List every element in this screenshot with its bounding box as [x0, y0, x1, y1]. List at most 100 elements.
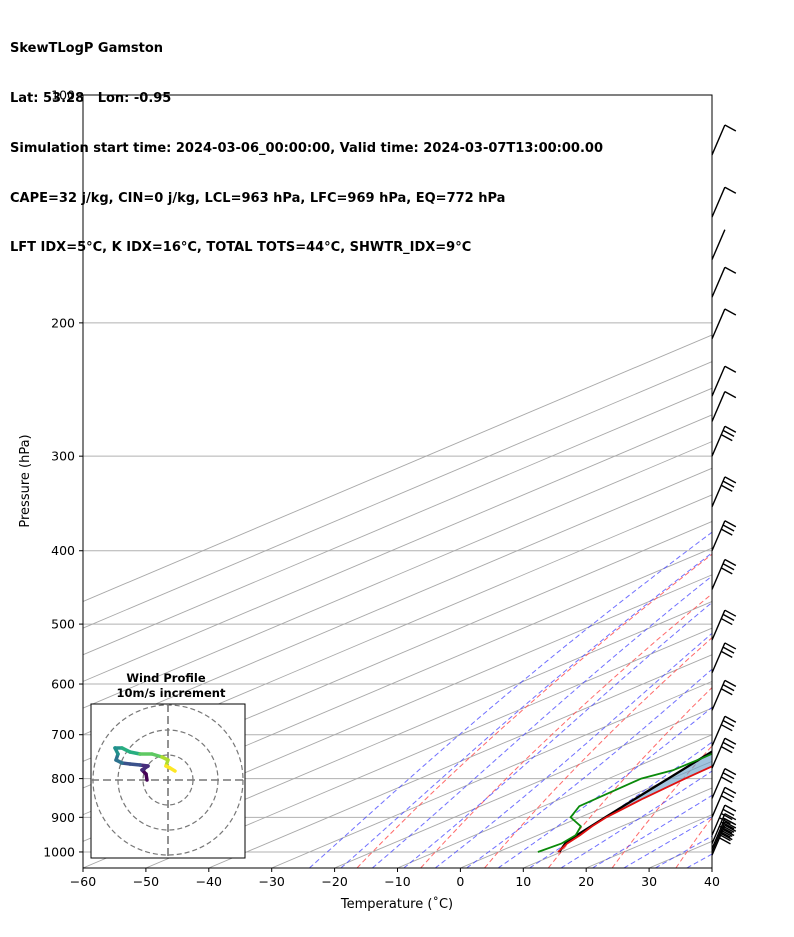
barb-flag	[720, 617, 733, 626]
barb-flag	[719, 830, 731, 838]
dry-adiabat	[611, 745, 712, 868]
wind-barb	[711, 365, 737, 397]
barb-flag	[722, 683, 735, 692]
isotherm	[83, 547, 712, 816]
wind-barb	[711, 804, 737, 836]
y-tick-label: 1000	[43, 844, 75, 859]
barb-flag	[724, 737, 737, 745]
dry-adiabat	[420, 593, 712, 868]
isotherm	[271, 680, 712, 868]
y-tick-label: 500	[51, 617, 75, 632]
wind-barb	[711, 186, 737, 218]
barb-flag	[722, 772, 735, 780]
hodograph-inset	[90, 703, 246, 859]
wind-barb	[711, 715, 737, 747]
barb-staff	[711, 559, 726, 590]
moist-adiabat	[529, 741, 712, 868]
axes: −60 −50 −40 −30 −20 −10 0 10 20 30 40 1000 900 800 700…	[43, 88, 720, 890]
y-tick-label: 800	[51, 771, 75, 786]
x-tick-label: 20	[578, 874, 594, 889]
barb-staff	[711, 229, 726, 260]
barb-staff	[711, 737, 726, 769]
x-axis-label: Temperature (˚C)	[340, 896, 453, 912]
barb-flag	[719, 825, 731, 833]
dewpoint-line	[537, 752, 712, 853]
x-tick-label: 40	[704, 874, 720, 889]
barb-flag	[722, 480, 735, 488]
barb-flag	[724, 390, 737, 399]
y-tick-label: 600	[51, 677, 75, 692]
dry-adiabat	[484, 637, 712, 868]
dry-adiabat	[675, 816, 712, 868]
temperature-line	[557, 765, 712, 853]
barb-flag	[724, 767, 737, 776]
wind-barb	[711, 824, 737, 856]
wind-barb	[711, 737, 737, 769]
isotherm	[460, 760, 712, 868]
barb-flag	[724, 186, 737, 194]
y-tick-label: 400	[51, 543, 75, 558]
dry-adiabat	[740, 95, 794, 868]
barb-staff	[711, 787, 726, 818]
barb-flag	[720, 812, 733, 821]
wind-barb	[711, 390, 737, 422]
barb-flag	[719, 837, 731, 845]
barb-staff	[711, 366, 726, 397]
barb-flag	[720, 829, 733, 838]
hodograph-trace	[168, 766, 177, 773]
header-station: SkewTLogP Gamston	[10, 41, 164, 57]
wind-barb	[711, 558, 737, 590]
barb-flag	[722, 646, 735, 654]
isotherm	[145, 627, 712, 868]
hodograph-subtitle: 10m/s increment	[117, 686, 226, 700]
isotherm	[523, 787, 712, 868]
barb-flag	[724, 642, 737, 650]
barb-flag	[724, 715, 737, 723]
barb-staff	[711, 609, 726, 641]
barb-staff	[711, 186, 726, 218]
isotherm	[83, 574, 712, 842]
barb-staff	[711, 680, 726, 711]
barb-flag	[722, 790, 735, 799]
barb-flag	[722, 817, 735, 825]
barb-flag	[722, 719, 735, 728]
barb-staff	[711, 308, 726, 340]
x-tick-label: −10	[384, 874, 410, 889]
barb-flag	[724, 308, 737, 316]
barb-staff	[711, 476, 726, 508]
barb-staff	[711, 391, 726, 422]
barb-flag	[724, 365, 737, 373]
y-tick-label: 900	[51, 810, 75, 825]
barb-flag	[720, 821, 733, 829]
isotherm	[208, 654, 712, 868]
barb-flag	[719, 833, 731, 842]
moist-adiabat	[309, 531, 712, 868]
isotherm	[83, 361, 712, 629]
wind-barb	[711, 767, 737, 799]
dry-adiabat	[356, 553, 712, 868]
barb-flag	[724, 786, 737, 794]
header-indices-line: LFT IDX=5°C, K IDX=16°C, TOTAL TOTS=44°C…	[10, 240, 472, 256]
wind-barb	[711, 520, 737, 552]
barb-flag	[720, 745, 733, 754]
wind-barb	[711, 821, 737, 853]
barb-flag	[720, 567, 733, 575]
moist-adiabat	[466, 668, 712, 868]
moist-adiabat	[560, 770, 712, 868]
barb-flag	[724, 679, 737, 688]
isotherm	[83, 414, 712, 682]
moist-adiabat	[403, 601, 712, 868]
barb-staff	[711, 813, 726, 844]
x-tick-label: −40	[196, 874, 222, 889]
isotherm	[83, 387, 712, 656]
barb-flag	[720, 776, 733, 784]
barb-flag	[722, 828, 735, 837]
x-tick-label: 0	[456, 874, 464, 889]
barb-flag	[720, 688, 733, 696]
barb-flag	[724, 609, 737, 617]
barb-flag	[722, 613, 735, 621]
isotherm	[334, 707, 712, 868]
moist-adiabat	[686, 853, 712, 868]
wind-barb	[711, 266, 737, 298]
barb-flag	[724, 558, 737, 567]
